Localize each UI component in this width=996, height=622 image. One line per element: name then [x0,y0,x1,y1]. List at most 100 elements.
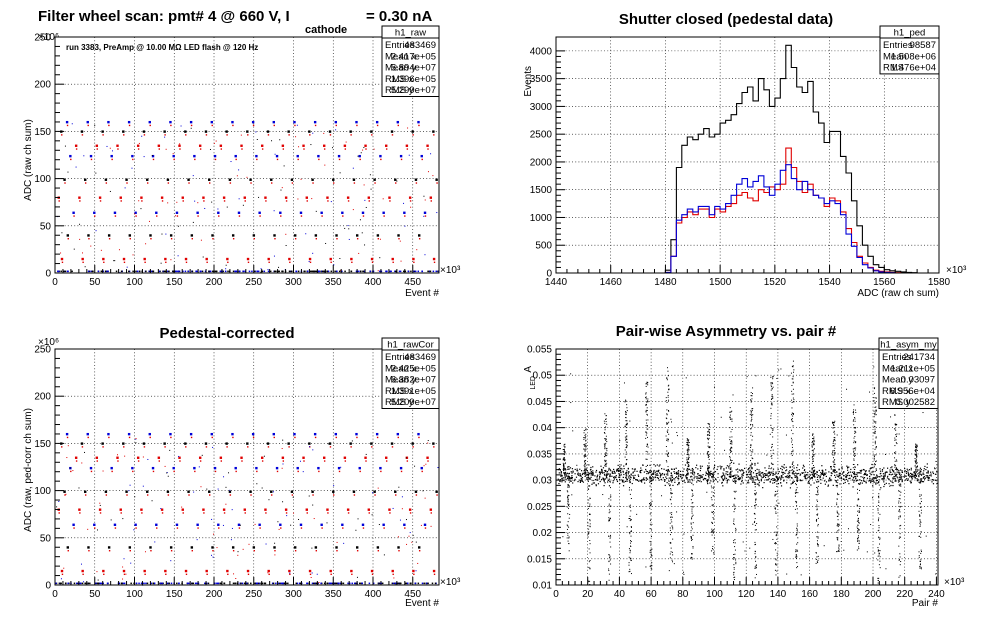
data-point [875,446,877,448]
data-point [651,477,653,480]
y-tick-label: 2500 [530,130,553,141]
data-point [256,138,258,140]
data-point [834,420,836,422]
data-point [751,481,754,483]
data-point [907,472,909,474]
data-point [604,478,606,480]
data-point [904,467,906,470]
ticks-ped: 1440 1460 1480 1500 1520 1540 1560 158005001000… [530,46,951,288]
data-point [874,402,876,404]
title-ped: Shutter closed (pedestal data) [619,11,833,28]
data-point [583,473,586,475]
data-point [592,473,594,475]
data-point [837,482,839,484]
data-point [733,572,735,574]
data-point [251,120,255,124]
data-point [212,533,214,535]
data-point [432,569,436,573]
data-point [225,268,227,270]
data-point [234,270,236,273]
data-point [73,215,75,217]
data-point [865,481,867,483]
data-point [634,479,637,481]
x-multiplier-ped: ×10³ [946,265,967,276]
data-point [392,573,394,576]
data-point [352,209,354,211]
data-point [666,422,668,424]
data-point [321,270,323,273]
data-point [749,449,751,451]
data-point [909,476,911,478]
data-point [772,428,774,430]
data-point [670,479,672,481]
data-point [142,130,146,133]
data-point [873,459,875,461]
data-point [833,436,835,438]
data-point [589,514,591,516]
data-point [792,461,794,463]
data-point [60,578,62,580]
data-point [774,479,776,481]
data-point [113,211,117,214]
data-point [385,270,387,273]
data-point [838,548,840,550]
data-point [605,452,607,454]
data-point [874,431,876,433]
data-point [711,548,713,550]
data-point [417,270,420,273]
data-point [164,569,167,573]
data-point [894,453,896,455]
data-point [135,215,137,217]
data-point [770,424,772,426]
data-point [757,462,759,464]
data-point [300,215,303,217]
data-point [755,555,757,557]
data-point [212,556,214,558]
data-point [796,525,798,527]
data-point [872,466,874,469]
data-point [866,477,869,479]
data-point [625,475,628,477]
data-point [919,481,921,483]
data-point [771,428,773,430]
data-point [232,436,234,439]
data-point [817,545,819,547]
panel-ped: Shutter closed (pedestal data) ×10³ 1440… [523,11,967,299]
data-point [645,450,647,452]
data-point [323,456,326,459]
data-point [231,432,234,436]
data-point [211,234,214,237]
data-point [671,492,673,494]
data-point [97,579,99,581]
data-point [803,469,806,472]
data-point [823,474,825,476]
data-point [707,438,709,440]
data-point [796,479,798,481]
data-point [275,466,279,470]
data-point [583,455,585,457]
data-point [770,471,772,473]
y-tick-label: 4000 [530,46,553,57]
data-point [687,450,689,452]
data-point [570,480,572,482]
data-point [709,474,711,476]
data-point [820,474,822,476]
data-point [311,270,313,273]
data-point [355,234,359,237]
data-point [174,215,176,217]
data-point [774,479,776,481]
data-point [854,417,856,419]
data-point [791,419,793,421]
data-point [772,463,774,466]
data-point [185,573,188,576]
data-point [564,481,566,483]
data-point [282,582,284,585]
data-point [166,490,170,493]
data-point [564,451,566,453]
data-point [626,410,628,412]
data-point [931,481,933,483]
x-tick-label: 1520 [764,277,787,288]
data-point [377,550,380,552]
data-point [282,439,284,441]
data-point [755,560,757,562]
